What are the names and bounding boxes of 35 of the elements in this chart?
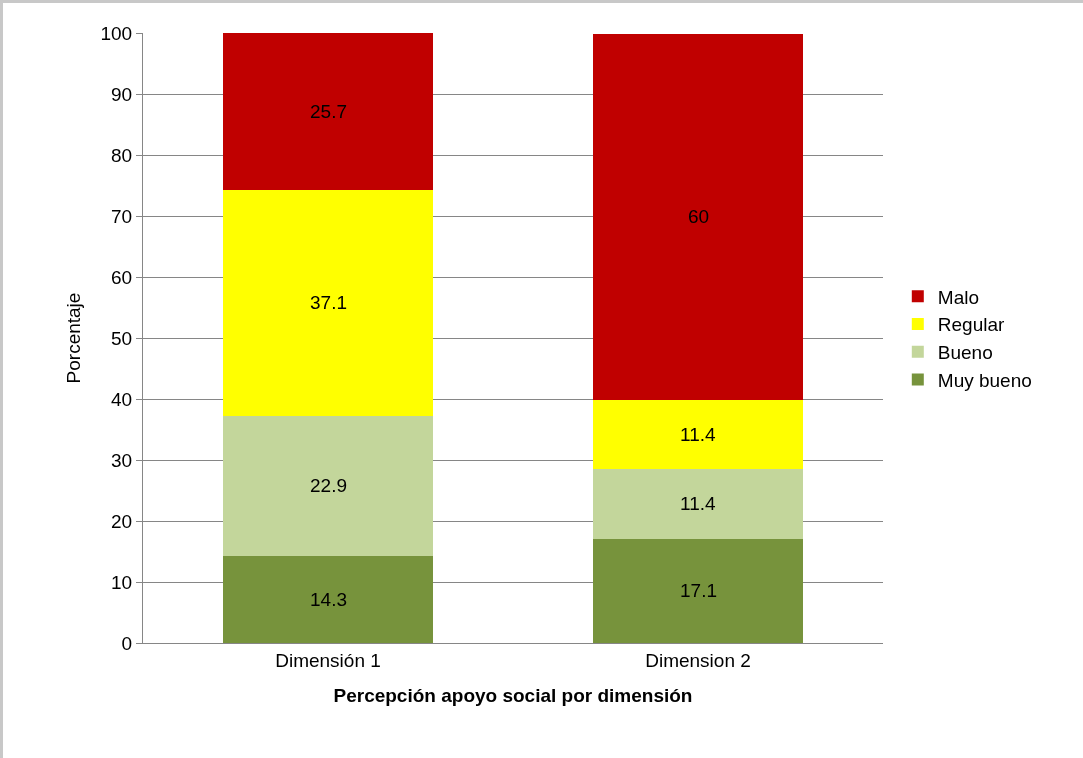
bar (592, 33, 804, 400)
y-tick-label: 60 (111, 266, 133, 288)
y-axis-title: Porcentaje (63, 292, 85, 384)
x-axis-title: Percepción apoyo social por dimensión (333, 684, 693, 706)
y-tick-label: 70 (111, 205, 133, 227)
bar (222, 555, 434, 643)
legend-label: Malo (937, 286, 979, 308)
data-label: 60 (688, 206, 710, 227)
x-tick-label: Dimensión 1 (275, 649, 381, 671)
data-label: 25.7 (310, 101, 347, 122)
data-label: 22.9 (310, 475, 347, 496)
y-tick-label: 10 (111, 571, 133, 593)
bar (592, 538, 804, 643)
legend-label: Bueno (937, 342, 993, 364)
legend-label: Muy bueno (937, 369, 1032, 391)
y-tick-label: 100 (100, 22, 133, 44)
bar (592, 469, 804, 539)
y-tick-label: 0 (121, 632, 133, 654)
y-tick-label: 40 (111, 388, 133, 410)
y-tick-label: 50 (111, 327, 133, 349)
bar (222, 189, 434, 417)
data-label: 11.4 (680, 424, 716, 445)
data-label: 14.3 (310, 589, 347, 610)
y-tick-label: 20 (111, 510, 133, 532)
y-tick-label: 30 (111, 449, 133, 471)
data-label: 17.1 (680, 580, 717, 601)
bar (222, 416, 434, 556)
bar (592, 399, 804, 470)
y-tick-label: 80 (111, 144, 133, 166)
data-label: 37.1 (310, 292, 347, 313)
x-tick-label: Dimension 2 (645, 649, 751, 671)
data-label: 11.4 (680, 493, 716, 514)
legend-label: Regular (937, 314, 1006, 336)
y-tick-label: 90 (111, 83, 133, 105)
bar (222, 33, 434, 190)
